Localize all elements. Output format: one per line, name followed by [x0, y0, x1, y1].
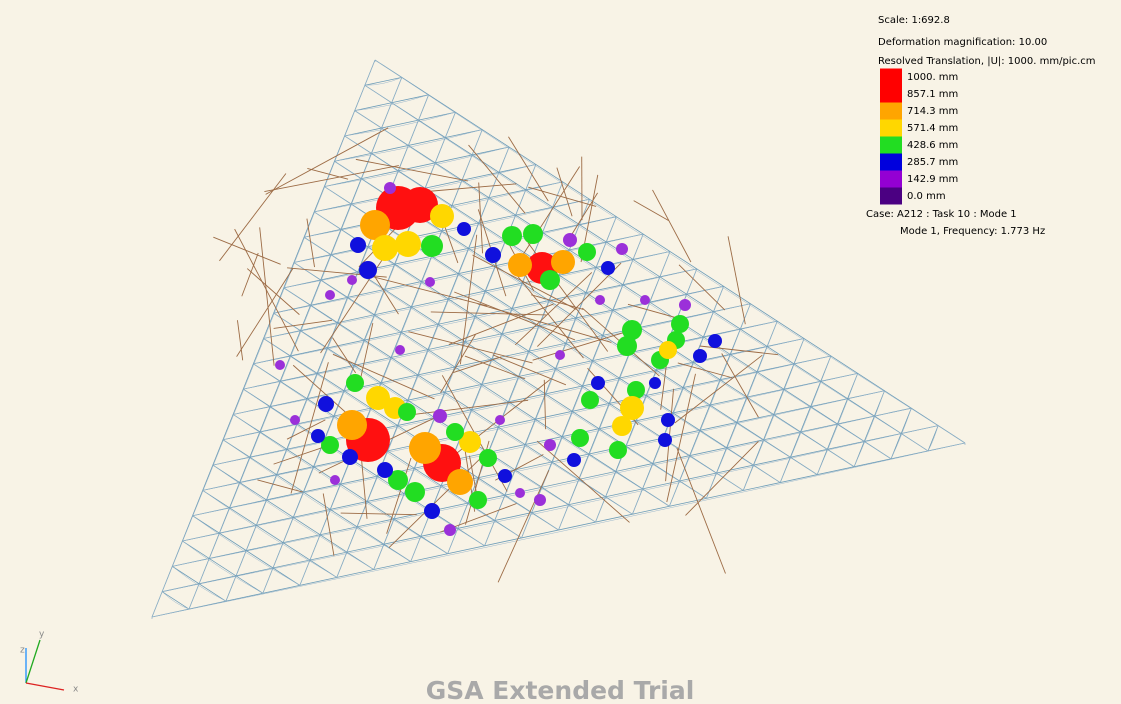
displacement-dot — [318, 396, 334, 412]
displacement-dot — [571, 429, 589, 447]
displacement-dot — [424, 503, 440, 519]
legend-label: 857.1 mm — [907, 89, 958, 100]
displacement-dot — [479, 449, 497, 467]
displacement-dot — [311, 429, 325, 443]
displacement-dot — [581, 391, 599, 409]
mode-text: Mode 1, Frequency: 1.773 Hz — [900, 226, 1045, 237]
displacement-dot — [444, 524, 456, 536]
displacement-dot — [330, 475, 340, 485]
displacement-dot — [347, 275, 357, 285]
displacement-dot — [485, 247, 501, 263]
legend-label: 0.0 mm — [907, 191, 946, 202]
displacement-dot — [649, 377, 661, 389]
displacement-dot — [405, 482, 425, 502]
displacement-dot — [563, 233, 577, 247]
case-text: Case: A212 : Task 10 : Mode 1 — [866, 209, 1017, 220]
legend-swatch — [880, 154, 902, 171]
displacement-dot — [446, 423, 464, 441]
legend-swatch — [880, 137, 902, 154]
displacement-dot — [708, 334, 722, 348]
legend-label: 428.6 mm — [907, 140, 958, 151]
legend-label: 1000. mm — [907, 72, 958, 83]
translation-text: Resolved Translation, |U|: 1000. mm/pic.… — [878, 56, 1096, 67]
displacement-dot — [659, 341, 677, 359]
y-label: y — [39, 630, 45, 640]
displacement-dot — [425, 277, 435, 287]
displacement-dot — [693, 349, 707, 363]
displacement-dot — [502, 226, 522, 246]
displacement-dot — [567, 453, 581, 467]
legend-label: 714.3 mm — [907, 106, 958, 117]
legend-swatch — [880, 86, 902, 103]
displacement-dot — [377, 462, 393, 478]
displacement-dot — [555, 350, 565, 360]
displacement-dot — [346, 374, 364, 392]
legend-swatch — [880, 103, 902, 120]
displacement-dot — [617, 336, 637, 356]
displacement-dot — [433, 409, 447, 423]
displacement-dot — [409, 432, 441, 464]
displacement-dot — [350, 237, 366, 253]
displacement-dot — [640, 295, 650, 305]
displacement-dot — [544, 439, 556, 451]
displacement-dot — [395, 345, 405, 355]
displacement-dot — [540, 270, 560, 290]
legend-label: 285.7 mm — [907, 157, 958, 168]
legend-swatch — [880, 171, 902, 188]
displacement-dot — [469, 491, 487, 509]
displacement-dot — [395, 231, 421, 257]
displacement-dot — [398, 403, 416, 421]
displacement-dot — [551, 250, 575, 274]
displacement-dot — [679, 299, 691, 311]
displacement-dot — [591, 376, 605, 390]
displacement-dot — [337, 410, 367, 440]
displacement-dot — [612, 416, 632, 436]
scale-text: Scale: 1:692.8 — [878, 15, 950, 26]
displacement-dot — [384, 182, 396, 194]
displacement-dot — [498, 469, 512, 483]
displacement-dot — [447, 469, 473, 495]
gsa-view: Scale: 1:692.8 Deformation magnification… — [0, 0, 1121, 704]
displacement-dot — [342, 449, 358, 465]
legend-swatch — [880, 120, 902, 137]
displacement-dot — [508, 253, 532, 277]
legend-swatch — [880, 188, 902, 205]
displacement-dot — [609, 441, 627, 459]
displacement-dot — [290, 415, 300, 425]
displacement-dot — [661, 413, 675, 427]
displacement-dot — [325, 290, 335, 300]
displacement-dot — [671, 315, 689, 333]
watermark: GSA Extended Trial — [426, 676, 695, 704]
displacement-dot — [595, 295, 605, 305]
displacement-dot — [523, 224, 543, 244]
displacement-dot — [275, 360, 285, 370]
displacement-dot — [495, 415, 505, 425]
x-label: x — [73, 685, 79, 695]
displacement-dot — [421, 235, 443, 257]
displacement-dot — [578, 243, 596, 261]
legend-label: 142.9 mm — [907, 174, 958, 185]
legend-swatch — [880, 69, 902, 86]
displacement-dot — [601, 261, 615, 275]
displacement-dot — [372, 235, 398, 261]
displacement-dot — [515, 488, 525, 498]
legend-label: 571.4 mm — [907, 123, 958, 134]
displacement-dot — [457, 222, 471, 236]
displacement-dot — [534, 494, 546, 506]
displacement-dot — [616, 243, 628, 255]
displacement-dot — [658, 433, 672, 447]
z-label: z — [20, 646, 25, 656]
displacement-dot — [359, 261, 377, 279]
displacement-dot — [430, 204, 454, 228]
deformation-text: Deformation magnification: 10.00 — [878, 37, 1047, 48]
